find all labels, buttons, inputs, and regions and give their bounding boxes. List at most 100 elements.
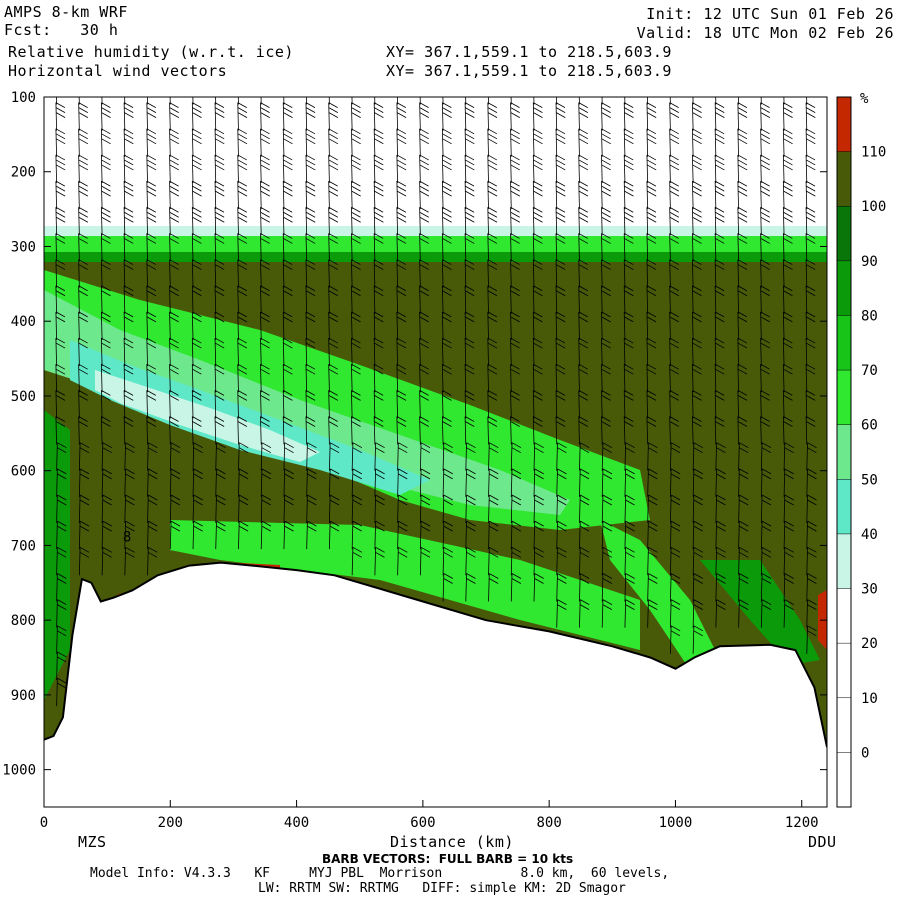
- wind-barb-feather: [55, 164, 66, 171]
- wind-barb-shaft: [55, 416, 58, 445]
- wind-barb-feather: [78, 159, 88, 166]
- wind-barb-feather: [147, 86, 156, 91]
- wind-barb-feather: [737, 233, 748, 239]
- wind-barb-feather: [419, 238, 429, 244]
- wind-barb-feather: [239, 520, 249, 527]
- wind-barb-feather: [442, 285, 452, 292]
- wind-barb-feather: [373, 259, 384, 265]
- wind-barb-feather: [351, 421, 361, 427]
- wind-barb-feather: [784, 573, 794, 579]
- wind-barb-feather: [305, 128, 316, 135]
- wind-barb-feather: [806, 211, 816, 218]
- wind-barb-shaft: [260, 285, 262, 314]
- wind-barb-shaft: [487, 233, 489, 262]
- wind-barb-feather: [101, 238, 111, 244]
- wind-barb-feather: [624, 311, 634, 318]
- wind-barb-shaft: [532, 207, 535, 236]
- wind-barb-feather: [466, 551, 476, 558]
- wind-barb-feather: [169, 180, 179, 187]
- wind-barb-feather: [624, 363, 634, 370]
- wind-barb-feather: [487, 216, 498, 223]
- wind-barb-feather: [555, 390, 566, 396]
- wind-barb-shaft: [419, 390, 421, 419]
- wind-barb-feather: [237, 128, 247, 135]
- wind-barb-feather: [305, 285, 316, 292]
- wind-barb-shaft: [351, 285, 353, 314]
- wind-barb-feather: [101, 285, 111, 292]
- wind-barb-shaft: [624, 468, 627, 497]
- wind-barb-feather: [396, 154, 407, 161]
- wind-barb-feather: [807, 442, 817, 449]
- wind-barb-feather: [601, 133, 611, 140]
- wind-barb-shaft: [260, 154, 262, 183]
- wind-barb-feather: [533, 390, 543, 396]
- wind-barb-feather: [646, 337, 657, 344]
- wind-barb-feather: [328, 164, 339, 171]
- wind-barb-shaft: [329, 442, 331, 471]
- wind-barb-feather: [806, 133, 816, 140]
- wind-barb-shaft: [556, 547, 558, 576]
- wind-barb-feather: [55, 233, 66, 239]
- wind-barb-feather: [601, 259, 611, 265]
- wind-barb-feather: [442, 363, 452, 370]
- wind-barb-feather: [55, 138, 66, 145]
- wind-barb-feather: [351, 342, 361, 349]
- wind-barb-feather: [79, 447, 90, 454]
- wind-barb-shaft: [441, 311, 444, 340]
- wind-barb-feather: [123, 390, 134, 396]
- wind-barb-feather: [714, 390, 725, 396]
- wind-barb-feather: [101, 107, 111, 113]
- wind-barb-shaft: [510, 181, 512, 210]
- wind-barb-feather: [715, 185, 725, 192]
- wind-barb-shaft: [646, 128, 649, 157]
- wind-barb-shaft: [556, 494, 558, 524]
- wind-barb-feather: [169, 128, 179, 135]
- wind-barb-feather: [669, 164, 680, 171]
- wind-barb-shaft: [646, 390, 649, 419]
- wind-barb-feather: [124, 138, 134, 145]
- wind-barb-shaft: [737, 154, 739, 183]
- wind-barb-feather: [193, 520, 203, 527]
- wind-barb-feather: [578, 159, 589, 166]
- wind-barb-shaft: [806, 97, 808, 105]
- wind-barb-feather: [557, 525, 567, 532]
- wind-barb-feather: [305, 421, 316, 427]
- wind-barb-feather: [192, 316, 202, 323]
- wind-barb-shaft: [760, 338, 762, 367]
- wind-barb-feather: [283, 185, 293, 192]
- wind-barb-feather: [215, 138, 225, 145]
- wind-barb-feather: [555, 311, 566, 318]
- wind-barb-feather: [101, 154, 111, 161]
- wind-barb-feather: [170, 520, 181, 527]
- wind-barb-feather: [487, 416, 498, 422]
- wind-barb-feather: [533, 76, 542, 81]
- wind-barb-shaft: [601, 390, 603, 419]
- colorbar-segment: [837, 752, 851, 807]
- wind-barb-shaft: [806, 625, 808, 654]
- wind-barb-shaft: [647, 573, 649, 602]
- wind-barb-shaft: [283, 442, 286, 471]
- wind-barb-feather: [305, 133, 316, 140]
- wind-barb-feather: [557, 546, 567, 553]
- wind-barb-feather: [55, 342, 66, 349]
- wind-barb-feather: [488, 447, 499, 454]
- wind-barb-feather: [783, 112, 793, 118]
- wind-barb-shaft: [441, 181, 444, 210]
- colorbar-segment: [837, 206, 851, 261]
- wind-barb-feather: [601, 421, 611, 427]
- wind-barb-feather: [783, 363, 793, 370]
- wind-barb-feather: [146, 316, 157, 323]
- wind-barb-shaft: [123, 154, 126, 183]
- wind-barb-feather: [374, 316, 384, 323]
- wind-barb-feather: [738, 86, 747, 91]
- wind-barb-feather: [351, 416, 361, 422]
- wind-barb-feather: [216, 494, 226, 501]
- wind-barb-feather: [373, 285, 384, 292]
- wind-barb-feather: [57, 625, 67, 632]
- wind-barb-shaft: [260, 468, 263, 497]
- wind-barb-shaft: [760, 547, 763, 576]
- wind-barb-feather: [737, 238, 748, 244]
- wind-barb-feather: [533, 421, 543, 427]
- wind-barb-shaft: [623, 207, 626, 236]
- wind-barb-feather: [578, 264, 589, 270]
